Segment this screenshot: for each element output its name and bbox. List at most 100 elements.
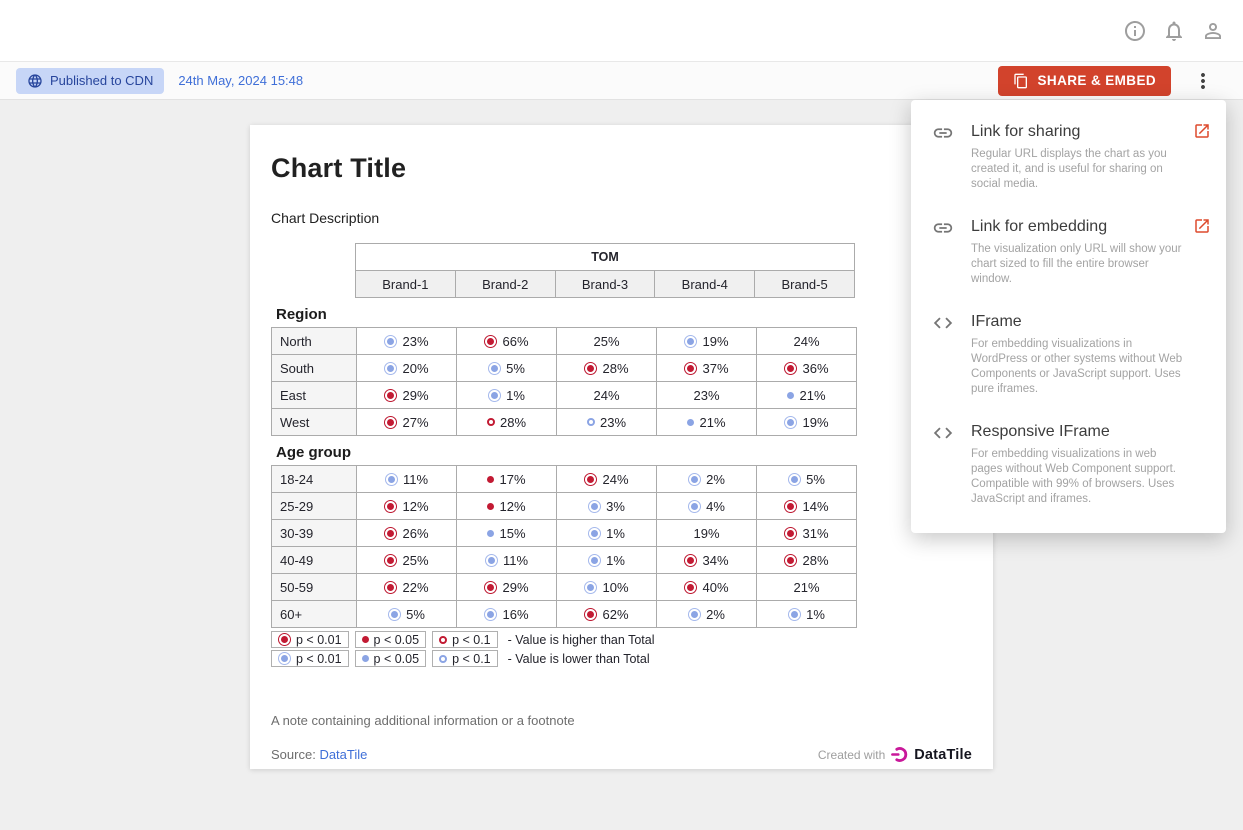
value-cell: 26% [356,519,457,547]
published-badge-label: Published to CDN [50,73,154,88]
value-cell: 19% [656,327,757,355]
legend-item-label: p < 0.1 [452,632,491,647]
external-link-icon [1193,217,1226,240]
row-label: 60+ [271,600,357,628]
row-label: 18-24 [271,465,357,493]
cell-value: 23% [599,414,627,430]
menu-item-description: For embedding visualizations in WordPres… [971,338,1183,395]
cell-value: 21% [793,579,820,595]
value-cell: 19% [756,408,857,436]
user-icon[interactable] [1201,19,1225,43]
info-icon[interactable] [1123,19,1147,43]
menu-item-title: Link for embedding [971,218,1108,235]
value-cell: 36% [756,354,857,382]
value-cell: 28% [556,354,657,382]
value-cell: 23% [656,381,757,409]
cell-value: 40% [702,580,729,595]
value-cell: 23% [556,408,657,436]
row-label: 40-49 [271,546,357,574]
table-row: South 20% 5% 28% 37% 36% [271,354,857,382]
marker-lower-p001-icon [688,500,702,513]
cell-value: 66% [502,334,529,349]
publish-timestamp: 24th May, 2024 15:48 [178,73,304,88]
marker-higher-p005-icon [487,476,495,483]
value-cell: 2% [656,600,757,628]
created-with-label: Created with [817,747,886,762]
cell-value: 15% [499,526,526,541]
cell-value: 24% [602,472,629,487]
copy-icon [1013,73,1027,88]
table-row: 40-49 25% 11% 1% 34% 28% [271,546,857,574]
cell-value: 5% [806,472,825,487]
marker-lower-p001-icon [788,473,802,486]
value-cell: 11% [456,546,557,574]
marker-higher-p01-icon [486,418,495,427]
code-icon [911,422,971,449]
cell-value: 31% [802,526,829,541]
cell-value: 1% [806,607,825,622]
brand-column-header: Brand-2 [454,270,556,298]
marker-higher-p001-icon [684,554,698,567]
link-icon [911,217,971,244]
marker-lower-p001-icon [384,335,398,348]
link-icon [911,122,971,149]
legend-item-label: p < 0.01 [296,632,342,647]
menu-item-link-for-embedding[interactable]: Link for embedding The visualization only… [911,204,1226,299]
marker-lower-p001-icon [784,416,798,429]
created-with[interactable]: Created with DataTile [818,745,972,764]
section-label: Region [276,306,327,323]
external-link-icon [1193,122,1226,145]
marker-higher-p001-icon [784,500,798,513]
share-embed-button[interactable]: SHARE & EMBED [997,65,1171,96]
legend-item: p < 0.01 [271,631,349,648]
value-cell: 19% [656,519,757,547]
value-cell: 24% [756,327,857,355]
cell-value: 3% [606,499,625,514]
table-row: 50-59 22% 29% 10% 40% 21% [271,573,857,601]
menu-item-link-for-sharing[interactable]: Link for sharing Regular URL displays the… [911,109,1226,204]
marker-lower-p001-icon [588,527,602,540]
brand-column-header: Brand-5 [754,270,855,298]
kebab-menu-icon[interactable] [1191,69,1215,93]
marker-higher-p001-icon [584,362,598,375]
value-cell: 1% [556,519,657,547]
cell-value: 12% [402,499,429,514]
legend-description: - Value is higher than Total [507,632,655,647]
source-link[interactable]: DataTile [319,747,368,762]
value-cell: 62% [556,600,657,628]
marker-lower-p001-icon [588,554,602,567]
marker-higher-p001-icon [584,608,598,621]
datatile-logo-icon [891,747,908,762]
value-cell: 23% [356,327,457,355]
brand-column-header: Brand-3 [554,270,656,298]
row-label: 25-29 [271,492,357,520]
menu-item-responsive-iframe[interactable]: Responsive IFrame For embedding visualiza… [911,409,1226,519]
marker-lower-p005-icon [487,530,495,537]
publish-toolbar: Published to CDN 24th May, 2024 15:48 SH… [0,62,1243,100]
table-row: 30-39 26% 15% 1% 19% 31% [271,519,857,547]
menu-item-body: Link for sharing Regular URL displays the… [971,122,1187,192]
published-badge: Published to CDN [16,67,165,94]
value-cell: 21% [756,381,857,409]
notifications-icon[interactable] [1162,19,1186,43]
cell-value: 11% [502,553,529,568]
cell-value: 2% [706,607,725,622]
chart-card: Chart Title Chart Description TOM Brand-… [250,125,993,769]
share-embed-menu: Link for sharing Regular URL displays the… [911,100,1226,533]
cell-value: 1% [506,388,525,403]
value-cell: 25% [556,327,657,355]
marker-higher-p001-icon [784,362,798,375]
legend-item-label: p < 0.05 [373,632,420,647]
source-line: Source: DataTile [271,747,367,762]
significance-legend: p < 0.01 p < 0.05 p < 0.1 - Value is higher… [271,631,972,667]
marker-lower-p001-icon [278,652,291,665]
cell-value: 26% [402,526,429,541]
menu-item-title: Responsive IFrame [971,423,1110,440]
menu-item-iframe[interactable]: IFrame For embedding visualizations in Wo… [911,299,1226,409]
chart-description: Chart Description [271,210,380,226]
value-cell: 29% [356,381,457,409]
legend-row: p < 0.01 p < 0.05 p < 0.1 - Value is higher… [271,631,972,648]
datatile-brand-name: DataTile [914,746,972,763]
cell-value: 28% [602,361,629,376]
value-cell: 16% [456,600,557,628]
